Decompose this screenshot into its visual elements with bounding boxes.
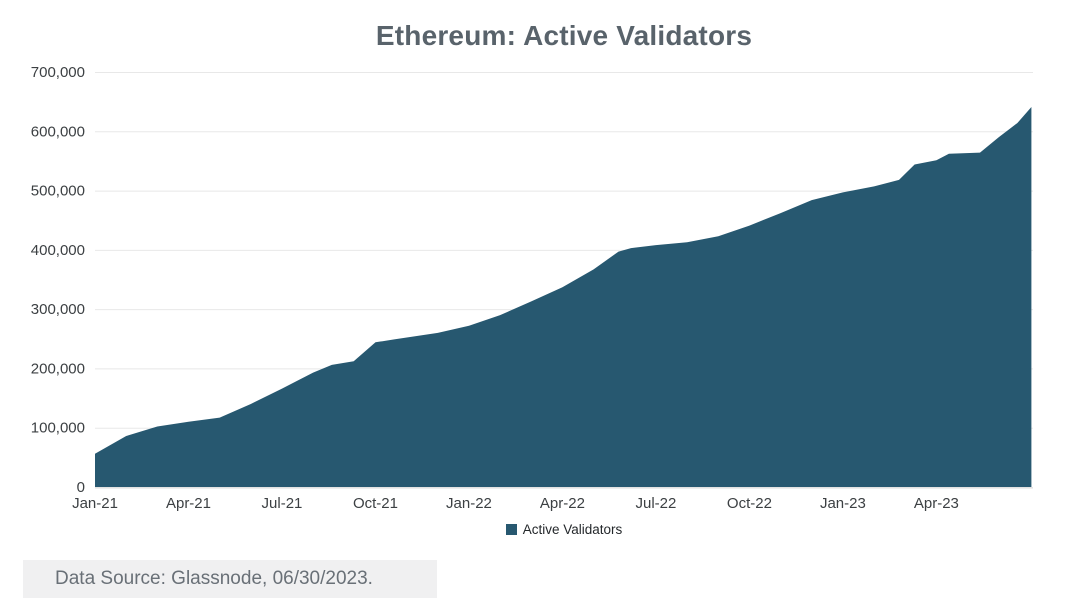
y-tick-label: 500,000 (31, 183, 85, 200)
x-tick-label: Apr-22 (540, 495, 585, 512)
area-series-active-validators (95, 107, 1032, 487)
legend-swatch-icon (505, 524, 517, 535)
y-tick-label: 400,000 (31, 242, 85, 259)
active-validators-area-chart: 0 100,000 200,000 300,000 400,000 500,000 600,… (31, 64, 1033, 512)
x-tick-label: Apr-23 (914, 495, 959, 512)
y-tick-label: 200,000 (31, 360, 85, 377)
y-tick-label: 600,000 (31, 123, 85, 140)
x-tick-label: Apr-21 (166, 495, 211, 512)
y-tick-label: 0 (77, 479, 85, 496)
x-tick-label: Oct-21 (353, 495, 398, 512)
x-tick-label: Jan-21 (72, 495, 118, 512)
x-tick-label: Jan-22 (446, 495, 492, 512)
legend: Active Validators (95, 522, 1033, 537)
legend-label: Active Validators (522, 522, 623, 537)
x-tick-label: Oct-22 (727, 495, 772, 512)
y-tick-label: 100,000 (31, 420, 85, 437)
chart-title: Ethereum: Active Validators (375, 20, 753, 51)
y-tick-label: 300,000 (31, 301, 85, 318)
x-tick-label: Jul-21 (262, 495, 303, 512)
x-tick-label: Jul-22 (636, 495, 677, 512)
y-tick-label: 700,000 (31, 64, 85, 81)
x-tick-label: Jan-23 (820, 495, 866, 512)
data-source-note: Data Source: Glassnode, 06/30/2023. (23, 560, 437, 598)
